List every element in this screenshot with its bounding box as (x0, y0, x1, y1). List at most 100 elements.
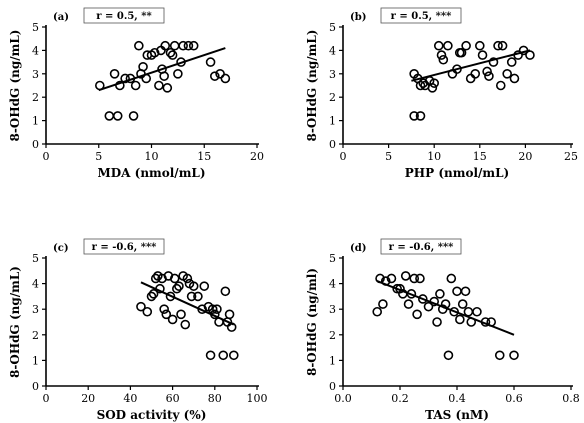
x-tick-label: 5 (95, 150, 102, 163)
data-point (456, 47, 467, 58)
data-point (403, 299, 414, 309)
data-point (443, 350, 454, 361)
x-tick-label: 20 (250, 150, 264, 163)
data-point (138, 61, 148, 72)
x-tick-label: 60 (166, 392, 180, 405)
data-point (493, 40, 503, 51)
data-point (435, 289, 445, 299)
data-point (423, 301, 434, 312)
data-point (148, 289, 159, 299)
data-point (495, 80, 506, 91)
x-tick-label: 15 (473, 150, 487, 163)
data-point (154, 80, 164, 91)
data-point (438, 54, 449, 65)
data-point (109, 69, 120, 79)
data-point (218, 350, 229, 361)
data-point (446, 273, 457, 284)
data-point (180, 319, 191, 330)
chart-panel-a: 0 1 2 3 4 5 0 5 10 15 20 MDA (nmol/mL) 8-OHdG (ng/mL… (8, 7, 264, 180)
chart-panel-d: 0 1 2 3 4 5 0.0 0.2 0.4 0.6 0.8 TAS (nM) 8-OHdG (ng/… (305, 238, 580, 422)
chart-panel-b: 0 1 2 3 4 5 0 5 10 15 20 25 PHP (nmol/mL) 8-OHdG (ng/… (305, 7, 578, 180)
data-point (477, 50, 488, 60)
data-point (167, 50, 178, 60)
data-point (207, 304, 218, 315)
x-axis-label: PHP (nmol/mL) (405, 166, 509, 180)
y-tick-label: 0 (32, 138, 39, 151)
data-point (497, 40, 508, 51)
x-tick-label: 80 (208, 392, 222, 405)
data-point (465, 73, 476, 84)
panel-label: (b) (350, 12, 366, 23)
regression-line (411, 49, 531, 82)
y-tick-label: 0 (329, 380, 336, 393)
data-point (176, 309, 186, 320)
x-axis-label: TAS (nM) (425, 408, 489, 422)
data-point (142, 306, 153, 317)
data-point (120, 73, 130, 84)
data-point (205, 57, 216, 67)
data-point (165, 291, 176, 302)
data-point (427, 83, 438, 93)
data-point (436, 50, 447, 60)
data-point (182, 273, 193, 284)
y-tick-label: 1 (329, 115, 336, 128)
y-axis-label: 8-OHdG (ng/mL) (8, 30, 22, 142)
panel-label: (d) (350, 243, 366, 254)
y-tick-label: 2 (329, 329, 336, 342)
data-point (400, 271, 411, 281)
y-tick-label: 4 (329, 44, 336, 57)
y-tick-label: 2 (32, 329, 39, 342)
data-point (162, 83, 173, 93)
y-tick-label: 4 (329, 278, 336, 291)
data-point (215, 69, 225, 79)
data-point (224, 309, 235, 320)
data-point (460, 286, 471, 297)
data-point (409, 111, 419, 121)
x-tick-label: 100 (247, 392, 268, 405)
data-point (455, 314, 465, 325)
x-tick-label: 15 (197, 150, 211, 163)
data-point (104, 111, 115, 121)
data-point (228, 350, 239, 361)
data-point (449, 306, 459, 317)
data-point (146, 291, 157, 302)
y-tick-label: 5 (32, 21, 39, 34)
x-axis-label: SOD activity (%) (97, 408, 207, 422)
data-point (212, 304, 222, 315)
x-tick-label: 20 (81, 392, 95, 405)
x-tick-label: 0.0 (334, 392, 352, 405)
data-point (161, 309, 172, 320)
data-point (502, 69, 512, 79)
data-point (494, 350, 505, 361)
data-point (193, 291, 203, 302)
correlation-annotation: r = 0.5, *** (391, 11, 452, 22)
data-point (432, 317, 442, 327)
data-point (461, 40, 471, 51)
data-point (443, 40, 453, 51)
data-point (112, 111, 123, 121)
y-tick-label: 5 (329, 252, 336, 265)
data-point (506, 57, 517, 67)
x-tick-label: 0 (43, 392, 50, 405)
y-tick-label: 4 (32, 278, 39, 291)
data-point (159, 71, 169, 81)
y-tick-label: 1 (329, 354, 336, 367)
annotation-box (380, 238, 462, 255)
correlation-annotation: r = 0.5, ** (96, 11, 152, 22)
data-point (199, 281, 210, 291)
data-point (378, 299, 388, 309)
data-point (386, 273, 397, 284)
x-tick-label: 0.4 (448, 392, 466, 405)
x-tick-label: 40 (123, 392, 137, 405)
data-point (188, 40, 199, 51)
data-point (167, 314, 178, 325)
data-point (130, 80, 141, 91)
y-tick-label: 0 (329, 138, 336, 151)
correlation-annotation: r = -0.6, *** (389, 242, 455, 253)
data-point (220, 73, 231, 84)
y-axis-label: 8-OHdG (ng/mL) (305, 30, 319, 142)
panel-label: (c) (53, 243, 69, 254)
regression-line (140, 281, 235, 326)
y-axis-label: 8-OHdG (ng/mL) (8, 266, 22, 378)
data-point (525, 50, 535, 60)
